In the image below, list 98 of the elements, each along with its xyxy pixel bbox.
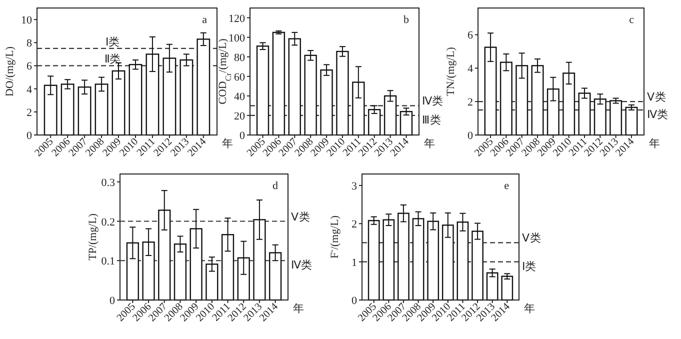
y-tick-label: 60 [234, 71, 246, 84]
ref-line-label: Ⅴ类 [647, 90, 666, 104]
ref-line-label: Ⅴ类 [522, 232, 541, 245]
bar [531, 65, 544, 136]
bar [546, 88, 560, 136]
bar [221, 234, 234, 301]
text: b [404, 14, 410, 26]
bar [162, 58, 176, 136]
bar [578, 92, 591, 136]
bar [427, 220, 440, 301]
bar [484, 46, 497, 136]
y-tick-label: 1 [352, 256, 357, 269]
y-tick-label: 6 [468, 30, 474, 42]
bar [128, 64, 142, 136]
bar [174, 243, 187, 301]
y-tick-label: 4 [468, 63, 474, 76]
ref-line-label: Ⅳ类 [647, 108, 668, 121]
bar [146, 54, 160, 136]
y-tick-label: 0 [468, 130, 474, 142]
bar [196, 38, 210, 136]
bar [398, 212, 410, 301]
bar [412, 218, 424, 301]
x-axis-title: 年 [293, 303, 304, 315]
y-tick-label: 0.2 [101, 216, 115, 228]
x-axis-title: 年 [649, 138, 660, 150]
ref-line-label: Ⅱ类 [104, 52, 121, 66]
bar [272, 32, 286, 136]
bar [562, 72, 576, 136]
bar [368, 109, 381, 136]
y-tick-label: 0 [240, 130, 246, 142]
y-tick-label: 40 [234, 90, 246, 103]
bar [610, 100, 622, 136]
bar [472, 230, 484, 301]
ref-line-label: Ⅲ类 [422, 113, 441, 126]
x-axis-title: 年 [222, 138, 233, 150]
bar [368, 220, 380, 301]
bar [442, 224, 454, 301]
text: e [504, 180, 510, 192]
x-axis-title: 年 [524, 303, 535, 315]
bar [382, 219, 395, 301]
y-tick-label: 0 [110, 295, 116, 307]
text: c [629, 14, 634, 26]
y-tick-label: 3 [352, 180, 358, 192]
bar [269, 252, 282, 301]
bar [180, 59, 194, 136]
y-tick-label: 2 [26, 106, 32, 119]
bar [78, 86, 92, 136]
bar [126, 242, 139, 301]
y-tick-label: 0 [26, 130, 32, 142]
bar [94, 84, 108, 136]
y-tick-label: 20 [234, 110, 246, 122]
bar [237, 257, 250, 301]
bar [112, 70, 126, 136]
text: d [272, 180, 278, 192]
bar [400, 110, 413, 136]
bar [190, 228, 202, 301]
ref-line-label: Ⅴ类 [291, 210, 310, 224]
bar [44, 84, 58, 136]
ref-line-label: Ⅳ类 [422, 94, 443, 108]
y-axis-title: TN/(mg/L) [445, 46, 457, 96]
y-tick-label: 2 [352, 218, 357, 231]
bar [516, 65, 528, 136]
bar [486, 272, 498, 301]
bar [304, 54, 317, 136]
bar [384, 95, 397, 136]
ref-line-label: Ⅰ类 [106, 35, 120, 48]
y-tick-label: 10 [21, 14, 32, 27]
bar [456, 222, 469, 301]
bar [256, 46, 270, 136]
y-tick-label: 0.1 [101, 256, 115, 268]
bar [253, 219, 266, 301]
bar [206, 264, 218, 301]
ref-line-label: Ⅳ类 [291, 258, 312, 272]
bar [501, 276, 514, 301]
bar [158, 210, 171, 301]
bar [336, 50, 349, 136]
y-tick-label: 120 [228, 12, 246, 25]
y-tick-label: 80 [234, 52, 246, 64]
bar [500, 62, 512, 136]
bar [594, 98, 606, 136]
y-tick-label: 6 [26, 60, 32, 73]
bar [288, 38, 301, 136]
bar [320, 69, 333, 136]
ref-line-label: Ⅰ类 [522, 260, 536, 273]
y-axis-title: DO/(mg/L) [4, 46, 16, 97]
y-tick-label: 100 [228, 32, 246, 44]
y-tick-label: 0.3 [101, 176, 116, 189]
text: a [202, 14, 208, 26]
bar [625, 106, 638, 136]
y-axis-title: TP/(mg/L) [87, 213, 99, 261]
y-tick-label: 8 [26, 38, 32, 50]
bar [60, 84, 74, 136]
y-tick-label: 4 [26, 84, 32, 96]
y-tick-label: 2 [468, 96, 473, 109]
x-axis-title: 年 [424, 138, 435, 150]
bar [142, 242, 155, 301]
y-tick-label: 0 [352, 295, 358, 307]
bar [352, 82, 365, 136]
